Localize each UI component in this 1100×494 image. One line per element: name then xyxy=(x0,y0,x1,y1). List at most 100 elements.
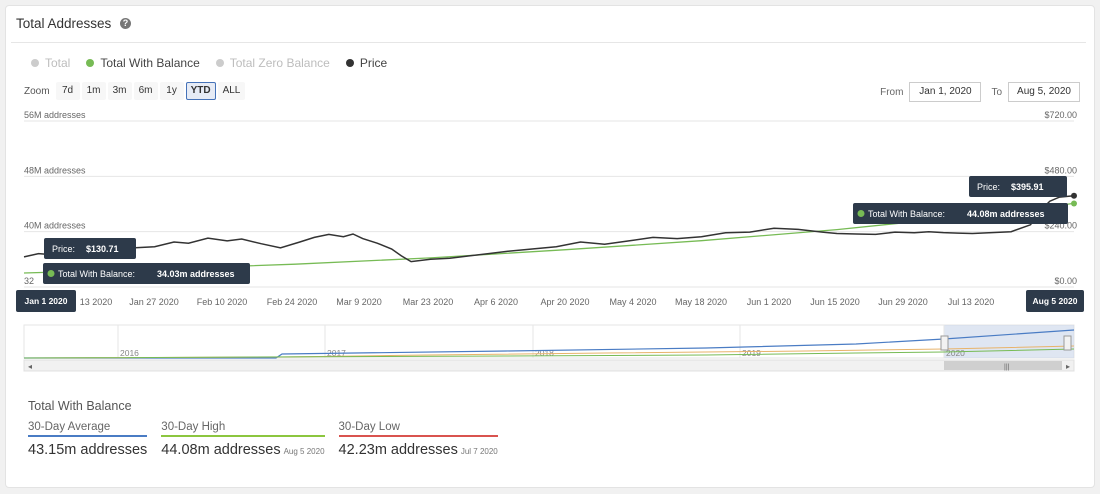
tooltip-balance-start-box xyxy=(43,263,250,284)
stats-panel: Total With Balance 30-Day Average 43.15m… xyxy=(28,399,498,458)
x-tick-label: May 4 2020 xyxy=(609,297,656,307)
help-icon[interactable]: ? xyxy=(120,18,131,29)
legend-label: Total Zero Balance xyxy=(229,56,330,70)
stat-30-day-high: 30-Day High 44.08m addresses Aug 5 2020 xyxy=(161,421,325,458)
tooltip-balance-start-value: 34.03m addresses xyxy=(157,269,235,279)
x-tick-label: Jun 15 2020 xyxy=(810,297,860,307)
navigator-year-label: 2016 xyxy=(120,348,139,358)
header-divider xyxy=(11,42,1086,43)
tooltip-price-end-box xyxy=(969,176,1067,197)
x-tick-label: Feb 10 2020 xyxy=(197,297,248,307)
page-title: Total Addresses xyxy=(16,16,112,31)
navigator-year-label: 2018 xyxy=(535,348,554,358)
x-tick-label: Jan 27 2020 xyxy=(129,297,179,307)
x-tick-label: Jun 29 2020 xyxy=(878,297,928,307)
zoom-controls: Zoom 7d 1m 3m 6m 1y YTD ALL xyxy=(24,82,247,100)
tooltip-balance-start-label: Total With Balance: xyxy=(58,269,135,279)
legend-label: Total With Balance xyxy=(100,56,200,70)
y-left-tick-label: 48M addresses xyxy=(24,165,86,175)
navigator-left-handle xyxy=(940,335,949,351)
navigator-right-handle xyxy=(1063,335,1072,351)
date-flag-start-box xyxy=(16,290,76,312)
stat-value: 43.15m addresses xyxy=(28,442,148,458)
range-to-input[interactable]: Aug 5, 2020 xyxy=(1008,82,1080,102)
legend-item-total-with-balance[interactable]: Total With Balance xyxy=(86,56,200,70)
y-right-tick-label: $720.00 xyxy=(1044,110,1077,120)
date-flag-end-box xyxy=(1026,290,1084,312)
navigator-scrollbar-thumb xyxy=(944,361,1062,370)
legend-dot-icon xyxy=(215,59,224,67)
tooltip-balance-end-box xyxy=(853,203,1068,224)
zoom-3m-button[interactable]: 3m xyxy=(107,82,132,100)
tooltip-balance-end-label: Total With Balance: xyxy=(868,209,945,219)
x-tick-label: 13 2020 xyxy=(80,297,113,307)
legend-item-price[interactable]: Price xyxy=(345,56,388,70)
zoom-1m-button[interactable]: 1m xyxy=(81,82,106,100)
tooltip-dot-icon xyxy=(47,270,55,277)
range-from-input[interactable]: Jan 1, 2020 xyxy=(909,82,982,102)
y-left-tick-label: 32 xyxy=(24,276,34,286)
zoom-all-button[interactable]: ALL xyxy=(217,82,246,100)
x-tick-label: Feb 24 2020 xyxy=(267,297,318,307)
navigator-balance-line xyxy=(23,348,1075,359)
x-tick-label: May 18 2020 xyxy=(675,297,727,307)
chart-card: Total Addresses ? Total Total With Balan… xyxy=(5,5,1095,488)
date-flag-start: Jan 1 2020 xyxy=(24,296,67,306)
price-end-marker xyxy=(1071,192,1077,199)
stat-value: 42.23m addresses xyxy=(338,442,458,458)
tooltip-price-end-label: Price: xyxy=(977,182,1000,192)
chart-plot: 56M addresses $720.00 48M addresses $480.00… xyxy=(16,110,1084,372)
balance-end-marker xyxy=(1071,200,1077,207)
stat-label: 30-Day Average xyxy=(28,421,148,437)
stat-30-day-low: 30-Day Low 42.23m addresses Jul 7 2020 xyxy=(338,421,498,458)
zoom-7d-button[interactable]: 7d xyxy=(55,82,80,100)
x-tick-label: Apr 20 2020 xyxy=(540,297,589,307)
navigator-selected-range xyxy=(944,325,1074,358)
scroll-left-arrow-icon: ◂ xyxy=(28,362,32,371)
stat-value: 44.08m addresses xyxy=(161,442,281,458)
date-range: From Jan 1, 2020 To Aug 5, 2020 xyxy=(880,82,1080,102)
y-right-tick-label: $0.00 xyxy=(1054,276,1077,286)
tooltip-dot-icon xyxy=(857,210,865,217)
stat-date: Jul 7 2020 xyxy=(460,447,498,456)
zoom-1y-button[interactable]: 1y xyxy=(159,82,184,100)
zoom-ytd-button[interactable]: YTD xyxy=(185,82,216,100)
chart-legend: Total Total With Balance Total Zero Bala… xyxy=(31,56,387,70)
legend-label: Price xyxy=(359,56,388,70)
range-to-label: To xyxy=(991,86,1002,98)
price-line xyxy=(23,194,1075,263)
tooltip-price-start-value: $130.71 xyxy=(86,244,119,254)
tooltip-price-start-label: Price: xyxy=(52,244,75,254)
legend-item-total[interactable]: Total xyxy=(31,56,70,70)
stat-30-day-average: 30-Day Average 43.15m addresses xyxy=(28,421,148,458)
scroll-right-arrow-icon: ▸ xyxy=(1066,362,1070,371)
stats-title: Total With Balance xyxy=(28,399,132,413)
stat-label: 30-Day High xyxy=(161,421,325,437)
stat-label: 30-Day Low xyxy=(338,421,498,437)
date-flag-end: Aug 5 2020 xyxy=(1033,296,1078,306)
y-right-tick-label: $480.00 xyxy=(1044,165,1077,175)
zoom-label: Zoom xyxy=(24,85,50,97)
y-left-tick-label: 56M addresses xyxy=(24,110,86,120)
x-tick-label: Apr 6 2020 xyxy=(474,297,518,307)
y-left-tick-label: 40M addresses xyxy=(24,221,86,231)
x-tick-label: Mar 23 2020 xyxy=(403,297,454,307)
tooltip-balance-end-value: 44.08m addresses xyxy=(967,209,1045,219)
stat-date: Aug 5 2020 xyxy=(283,447,325,456)
legend-label: Total xyxy=(45,56,71,70)
legend-item-total-zero-balance[interactable]: Total Zero Balance xyxy=(215,56,330,70)
range-from-label: From xyxy=(880,86,904,98)
legend-dot-icon xyxy=(86,59,95,67)
zoom-6m-button[interactable]: 6m xyxy=(133,82,158,100)
legend-dot-icon xyxy=(345,59,354,67)
navigator-scrollbar-track xyxy=(23,359,1075,372)
navigator-year-label: 2019 xyxy=(742,348,761,358)
tooltip-price-end-value: $395.91 xyxy=(1011,182,1044,192)
scroll-grip-icon: ||| xyxy=(1004,364,1010,371)
x-tick-label: Jul 13 2020 xyxy=(948,297,995,307)
legend-dot-icon xyxy=(31,59,39,67)
x-tick-label: Jun 1 2020 xyxy=(747,297,792,307)
navigator-year-label: 2020 xyxy=(946,348,965,358)
y-right-tick-label: $240.00 xyxy=(1044,221,1077,231)
x-tick-label: Mar 9 2020 xyxy=(336,297,382,307)
